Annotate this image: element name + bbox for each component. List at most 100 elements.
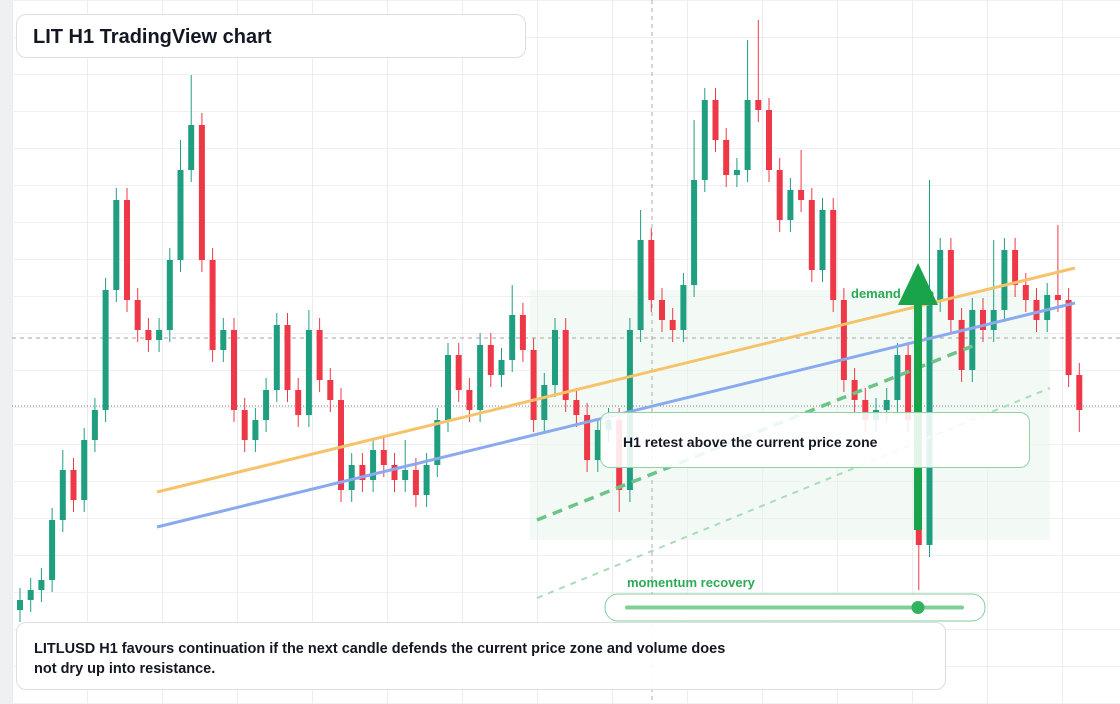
candle-body	[969, 310, 976, 370]
callout: H1 retest above the current price zone	[600, 412, 1030, 468]
candle-body	[338, 400, 344, 490]
candle-body	[990, 310, 997, 330]
candle-body	[733, 170, 740, 175]
slider-knob	[911, 601, 925, 614]
candle-body	[883, 400, 890, 410]
candle-body	[701, 100, 708, 180]
candle-body	[17, 600, 23, 610]
trendline	[536, 343, 976, 522]
candle-body	[370, 450, 377, 480]
candle-body	[798, 190, 805, 200]
title: LIT H1 TradingView chart	[33, 26, 272, 48]
candle-body	[455, 355, 462, 390]
candle-body	[840, 300, 847, 380]
candle-body	[958, 320, 965, 370]
candle-body	[348, 465, 355, 490]
candle-body	[49, 520, 56, 580]
candle-body	[594, 430, 601, 460]
candle-body	[573, 400, 580, 415]
candle-body	[1033, 300, 1040, 320]
candle-body	[59, 470, 66, 520]
candle-body	[626, 330, 633, 490]
candle-body	[273, 325, 280, 390]
candle-body	[980, 310, 986, 330]
candle-body	[541, 385, 548, 420]
candle-body	[231, 330, 237, 410]
candle-body	[584, 415, 591, 460]
candle-body	[851, 380, 858, 400]
candle-body	[391, 465, 398, 480]
candle-body	[712, 100, 719, 140]
candle-body	[305, 330, 312, 415]
candle-body	[552, 330, 558, 385]
candle-body	[776, 170, 783, 220]
candle-body	[402, 470, 409, 480]
candle-body	[156, 330, 163, 340]
candle-body	[263, 390, 270, 420]
candle-body	[198, 125, 205, 260]
candle-body	[1076, 375, 1083, 410]
candle-body	[744, 100, 751, 170]
momentum-label: momentum recovery	[627, 575, 756, 590]
candle-body	[808, 200, 815, 270]
candle-body	[70, 470, 77, 500]
candle-body	[659, 300, 665, 320]
candle-body	[124, 200, 130, 300]
candle-body	[252, 420, 259, 440]
candle-body	[637, 240, 644, 330]
candle-body	[466, 390, 473, 410]
candle-body	[819, 210, 826, 270]
candle-body	[412, 470, 419, 495]
candle-body	[530, 350, 537, 420]
candle-body	[145, 330, 152, 340]
candle-body	[284, 325, 291, 390]
candle-body	[316, 330, 323, 380]
candle-body	[648, 240, 655, 300]
candle-body	[1022, 285, 1029, 300]
candle-body	[830, 210, 837, 300]
candle-body	[691, 180, 698, 285]
candle-body	[134, 300, 141, 330]
candle-body	[755, 100, 762, 110]
candle-body	[862, 400, 869, 420]
candle-body	[498, 360, 505, 375]
candle-body	[937, 250, 944, 300]
candle-body	[1065, 300, 1072, 375]
candle-body	[562, 330, 569, 400]
candle-body	[487, 345, 494, 375]
candle-body	[509, 315, 516, 360]
candle-body	[220, 330, 227, 350]
candle-body	[102, 290, 109, 410]
candle-body	[1001, 250, 1008, 310]
candle-body	[1054, 295, 1061, 300]
candle-body	[295, 390, 302, 415]
candle-body	[209, 260, 216, 350]
candle-body	[359, 465, 366, 480]
candle-body	[241, 410, 248, 440]
candle-body	[81, 440, 88, 500]
candle-body	[1012, 250, 1019, 285]
candle-body	[434, 420, 441, 465]
left-strip	[0, 0, 12, 704]
candle-body	[766, 110, 772, 170]
candle-body	[27, 590, 34, 600]
candle-body	[91, 410, 98, 440]
candle-body	[905, 355, 912, 420]
arrow-head	[898, 263, 938, 305]
candle-body	[38, 580, 45, 590]
candle-body	[423, 465, 430, 495]
candle-body	[380, 450, 387, 465]
note-box: LITLUSD H1 favours continuation if the n…	[16, 622, 946, 690]
candle-body	[669, 320, 676, 330]
candle-body	[723, 140, 730, 175]
candle-body	[477, 345, 484, 410]
candle-body	[1044, 295, 1051, 320]
title-box: LIT H1 TradingView chart	[16, 14, 526, 58]
note: LITLUSD H1 favours continuation if the n…	[34, 641, 726, 677]
candle-body	[445, 355, 451, 420]
candle-body	[166, 260, 173, 330]
candle-body	[894, 355, 901, 400]
callout-text: H1 retest above the current price zone	[623, 434, 878, 450]
